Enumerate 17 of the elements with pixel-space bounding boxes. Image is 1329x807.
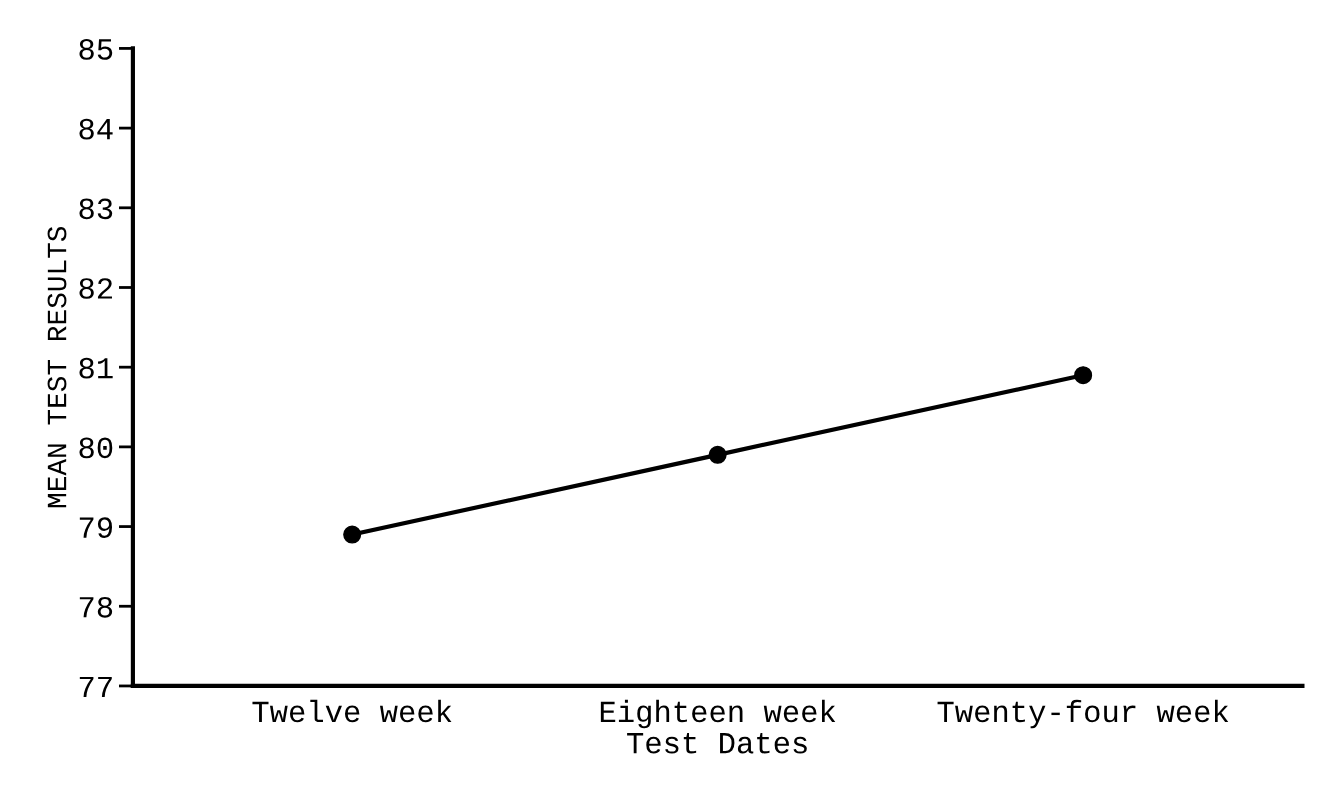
- point: [343, 525, 362, 544]
- y-tick-label: 81: [79, 357, 113, 379]
- y-axis-title: MEAN TEST RESULTS: [47, 226, 67, 508]
- point: [708, 445, 727, 464]
- x-tick-label: Twelve week: [252, 699, 452, 723]
- x-tick-label: Eighteen week: [600, 699, 836, 729]
- y-tick-label: 84: [79, 118, 113, 140]
- x-tick-label: Twenty-four week: [937, 699, 1229, 729]
- y-tick-label: 77: [79, 676, 112, 698]
- y-tick-label: 85: [79, 39, 113, 60]
- y-tick-label: 83: [79, 198, 113, 220]
- y-tick-label: 82: [79, 278, 112, 299]
- y-tick-label: 79: [79, 517, 113, 538]
- y-tick-label: 80: [79, 437, 113, 459]
- y-tick-label: 78: [79, 596, 113, 618]
- point: [1074, 366, 1093, 385]
- x-axis-title: Test Dates: [627, 732, 807, 754]
